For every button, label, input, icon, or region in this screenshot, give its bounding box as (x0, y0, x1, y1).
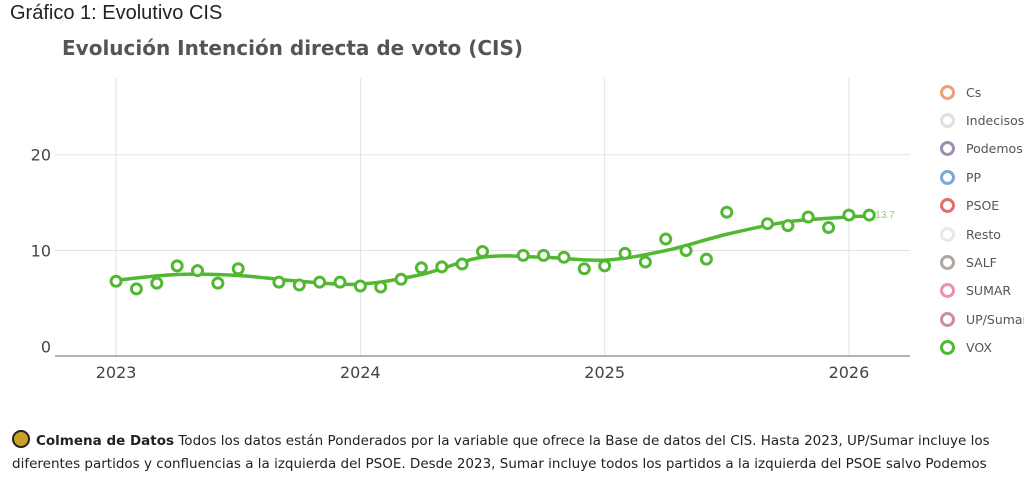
data-point (476, 245, 489, 259)
footer-text: Todos los datos están Ponderados por la … (12, 433, 990, 472)
legend-label: Cs (966, 84, 982, 100)
x-tick-label: 2023 (96, 363, 137, 382)
legend-marker-icon (940, 198, 955, 214)
y-tick-label: 10 (31, 242, 51, 261)
y-tick-label: 20 (31, 146, 51, 165)
last-value-label: 13.7 (875, 210, 895, 221)
legend-item[interactable]: Podemos (940, 135, 1024, 163)
data-point (170, 259, 184, 273)
x-tick-label: 2025 (584, 363, 625, 382)
data-point (516, 248, 530, 262)
legend-label: SUMAR (966, 283, 1012, 299)
legend-label: Podemos (966, 141, 1023, 157)
legend-label: UP/Sumar (966, 311, 1024, 327)
data-point (638, 255, 652, 269)
legend-marker-icon (940, 340, 955, 356)
legend-marker-icon (940, 169, 955, 185)
legend-label: VOX (966, 340, 992, 356)
data-point (150, 276, 164, 290)
data-point (862, 208, 876, 222)
legend-item[interactable]: Cs (940, 78, 1024, 106)
data-point (618, 246, 632, 260)
data-point (659, 232, 673, 246)
legend-marker-icon (940, 113, 955, 129)
legend-item[interactable]: PP (940, 163, 1024, 191)
data-point (842, 208, 856, 222)
legend-item[interactable]: Indecisos (940, 106, 1024, 134)
data-point (720, 205, 734, 219)
data-point (231, 262, 245, 276)
data-point (374, 280, 388, 294)
legend-label: PSOE (966, 198, 1000, 214)
legend-label: PP (966, 169, 982, 185)
footer-brand: Colmena de Datos (36, 433, 175, 449)
legend-item[interactable]: VOX (940, 334, 1024, 362)
legend-marker-icon (940, 255, 955, 271)
data-point (781, 219, 795, 233)
section-heading: Gráfico 1: Evolutivo CIS (10, 2, 223, 24)
legend-marker-icon (940, 141, 955, 157)
chart-title: Evolución Intención directa de voto (CIS… (62, 36, 524, 60)
data-point (801, 210, 815, 224)
y-tick-label: 0 (41, 337, 51, 356)
legend-item[interactable]: UP/Sumar (940, 305, 1024, 333)
data-point (435, 260, 449, 274)
x-tick-label: 2024 (340, 363, 381, 382)
data-point (557, 250, 571, 264)
data-point (699, 252, 713, 266)
data-point (191, 264, 204, 278)
data-point (333, 275, 347, 289)
data-point (455, 257, 469, 271)
data-point (598, 259, 612, 273)
data-point (292, 278, 306, 292)
data-point (109, 274, 123, 288)
data-point (537, 248, 551, 262)
legend-label: SALF (966, 255, 997, 271)
data-point (313, 275, 327, 289)
x-tick-label: 2026 (829, 363, 870, 382)
legend-item[interactable]: PSOE (940, 192, 1024, 220)
data-point (822, 221, 836, 235)
data-point (577, 262, 591, 276)
legend-item[interactable]: Resto (940, 220, 1024, 248)
data-point (211, 276, 225, 290)
data-point (414, 261, 428, 275)
legend-marker-icon (940, 226, 955, 242)
legend: Cs Indecisos Podemos PP PSOE Resto SALF SUMAR UP… (940, 78, 1024, 362)
colmena-logo-icon (12, 430, 30, 448)
legend-marker-icon (940, 84, 955, 100)
legend-marker-icon (940, 283, 955, 299)
trend-line (115, 214, 870, 287)
footer-note: Colmena de Datos Todos los datos están P… (12, 430, 1017, 476)
data-point (353, 279, 367, 293)
legend-label: Indecisos (966, 113, 1024, 129)
data-point (272, 275, 286, 289)
legend-marker-icon (940, 311, 955, 327)
data-point (679, 244, 693, 258)
legend-item[interactable]: SUMAR (940, 277, 1024, 305)
legend-label: Resto (966, 226, 1001, 242)
legend-item[interactable]: SALF (940, 248, 1024, 276)
data-point (761, 217, 774, 231)
data-point (394, 272, 408, 286)
chart: 2023 2024 2025 2026 0 10 20 13.7 (31, 78, 910, 382)
data-point (129, 282, 143, 296)
